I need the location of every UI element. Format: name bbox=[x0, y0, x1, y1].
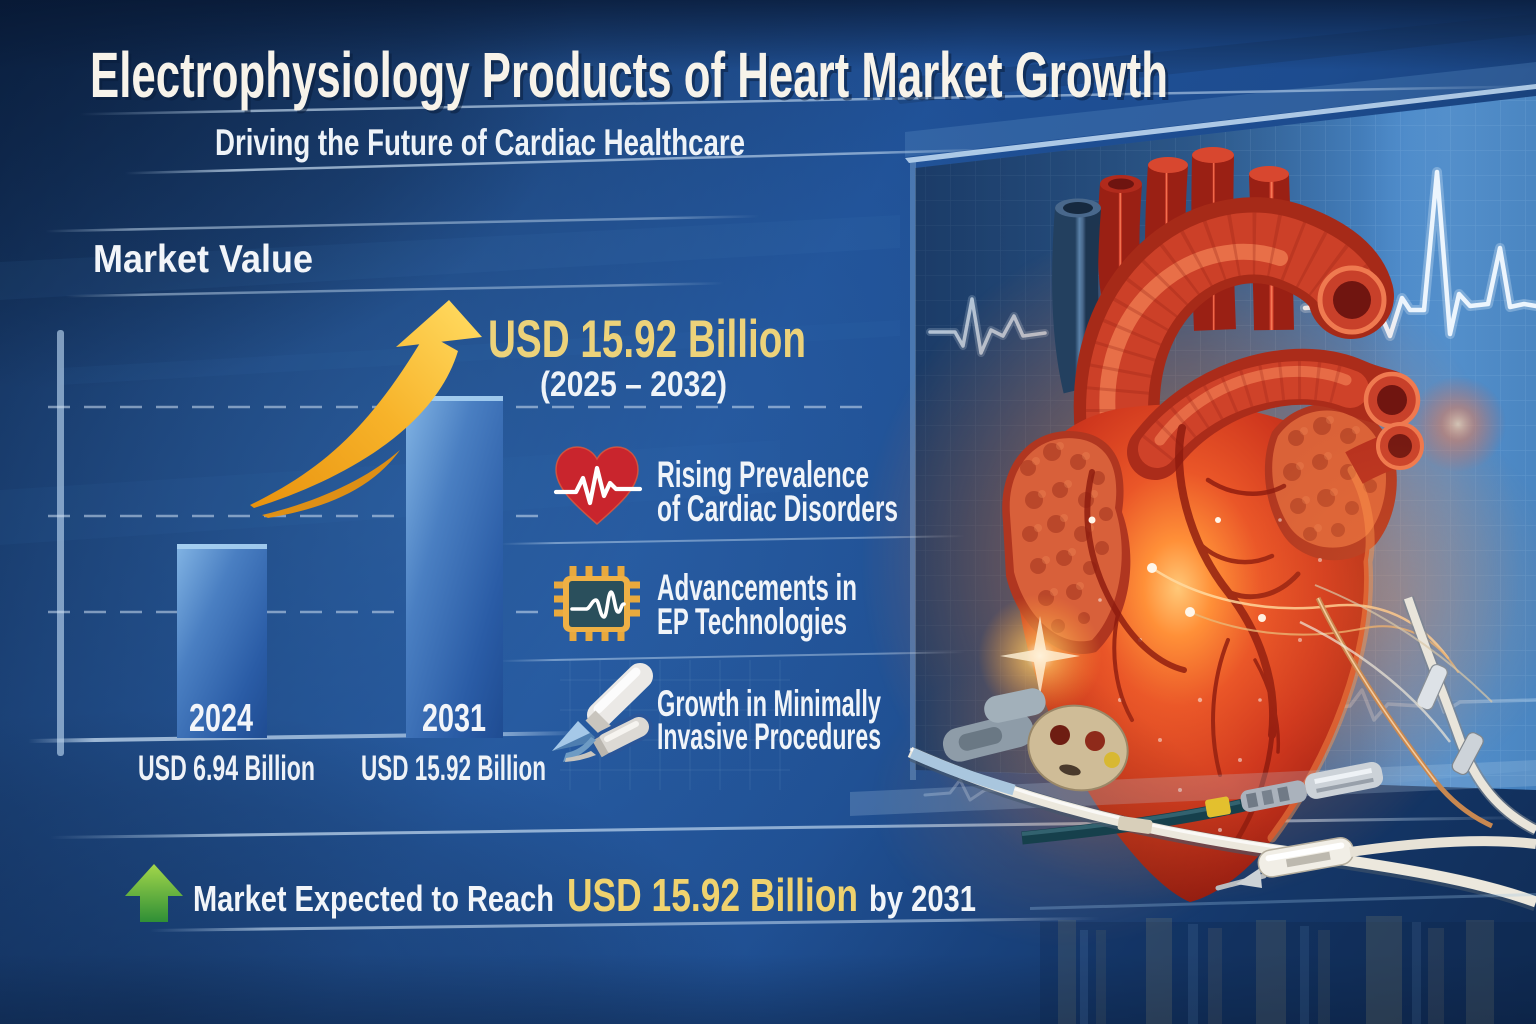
svg-text:Market Expected to Reach: Market Expected to Reach bbox=[193, 878, 554, 919]
svg-text:USD 6.94 Billion: USD 6.94 Billion bbox=[138, 749, 315, 788]
svg-text:Market Value: Market Value bbox=[93, 238, 313, 281]
svg-text:EP Technologies: EP Technologies bbox=[657, 601, 847, 642]
svg-text:Rising Prevalence: Rising Prevalence bbox=[657, 454, 869, 495]
svg-text:of Cardiac Disorders: of Cardiac Disorders bbox=[657, 488, 898, 529]
svg-text:2031: 2031 bbox=[422, 697, 486, 740]
svg-text:USD 15.92 Billion: USD 15.92 Billion bbox=[361, 749, 546, 788]
svg-text:USD 15.92 Billion: USD 15.92 Billion bbox=[488, 310, 806, 369]
svg-text:Electrophysiology Products of: Electrophysiology Products of Heart Mark… bbox=[93, 42, 1171, 114]
svg-text:(2025 – 2032): (2025 – 2032) bbox=[540, 365, 727, 404]
svg-text:Invasive Procedures: Invasive Procedures bbox=[657, 716, 881, 757]
svg-text:Driving the Future of Cardiac: Driving the Future of Cardiac Healthcare bbox=[215, 122, 745, 163]
svg-text:Growth in Minimally: Growth in Minimally bbox=[657, 683, 881, 724]
svg-text:USD 15.92 Billion: USD 15.92 Billion bbox=[567, 869, 858, 921]
svg-text:2024: 2024 bbox=[189, 697, 253, 740]
svg-text:by 2031: by 2031 bbox=[869, 878, 976, 919]
svg-text:Advancements in: Advancements in bbox=[657, 567, 857, 608]
svg-text:Electrophysiology Products of: Electrophysiology Products of Heart Mark… bbox=[90, 39, 1168, 111]
